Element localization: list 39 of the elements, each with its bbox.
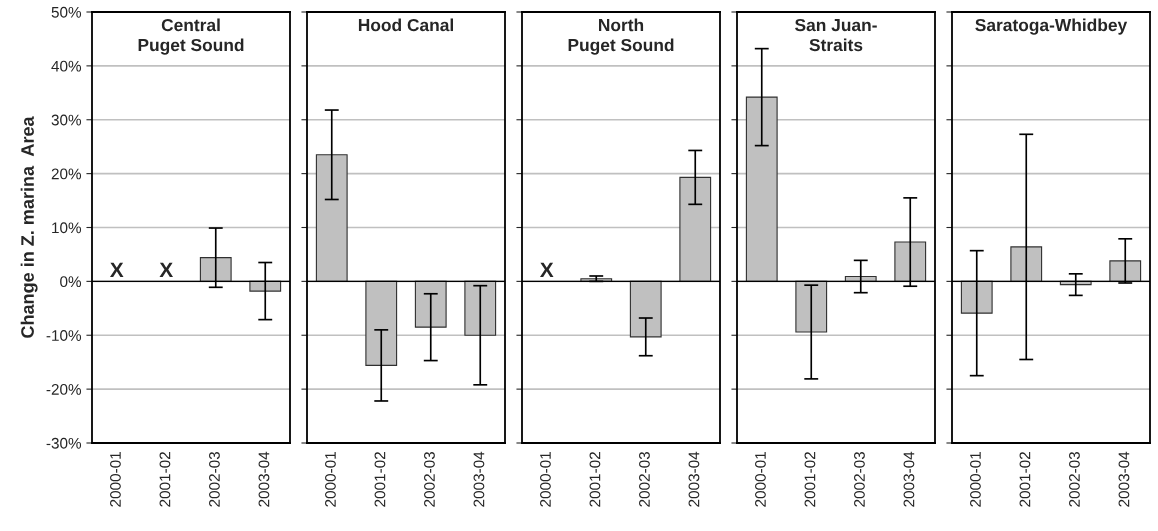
- x-tick-label: 2003-04: [473, 451, 485, 507]
- x-tick-label: 2000-01: [110, 452, 121, 507]
- x-tick-label: 2003-04: [258, 451, 270, 507]
- x-tick-label: 2001-02: [804, 452, 816, 507]
- x-tick-label: 2000-01: [325, 452, 336, 507]
- chart-title: Saratoga-Whidbey: [975, 18, 1128, 35]
- annotation: X: [539, 262, 554, 278]
- y-tick-label: -20%: [46, 383, 82, 395]
- x-tick-label: 2001-02: [159, 452, 171, 507]
- x-tick-label: 2003-04: [1118, 451, 1130, 507]
- bar: [894, 241, 927, 282]
- y-tick-label: -30%: [46, 437, 82, 449]
- x-tick-label: 2003-04: [903, 451, 915, 507]
- x-tick-label: 2002-03: [854, 452, 865, 507]
- x-tick-label: 2001-02: [374, 452, 386, 507]
- x-tick-label: 2003-04: [688, 451, 700, 507]
- x-tick-label: 2002-03: [209, 452, 220, 507]
- y-tick-label: 20%: [51, 168, 82, 180]
- y-tick-label: 30%: [51, 114, 82, 126]
- y-tick-label: 0%: [60, 276, 82, 288]
- y-tick-label: 40%: [51, 60, 82, 72]
- annotation: X: [109, 262, 124, 278]
- text: Central Puget Sound: [138, 18, 244, 55]
- y-axis-title: Change in Z. marina Area: [20, 116, 38, 338]
- x-tick-label: 2002-03: [639, 452, 650, 507]
- x-tick-label: 2000-01: [755, 452, 766, 507]
- x-tick-label: 2002-03: [1069, 452, 1080, 507]
- y-tick-label: -10%: [46, 330, 82, 341]
- x-tick-label: 2000-01: [540, 452, 551, 507]
- x-tick-label: 2000-01: [970, 452, 981, 507]
- text: San Juan- Straits: [795, 18, 877, 52]
- y-tick-label: 10%: [52, 222, 82, 234]
- y-tick-label: 50%: [51, 6, 82, 18]
- text: North Puget Sound: [568, 18, 674, 55]
- x-tick-label: 2001-02: [1019, 452, 1031, 507]
- annotation: X: [159, 262, 174, 278]
- chart-title: Hood Canal: [358, 18, 453, 32]
- x-tick-label: 2002-03: [424, 452, 435, 507]
- x-tick-label: 2001-02: [589, 452, 601, 507]
